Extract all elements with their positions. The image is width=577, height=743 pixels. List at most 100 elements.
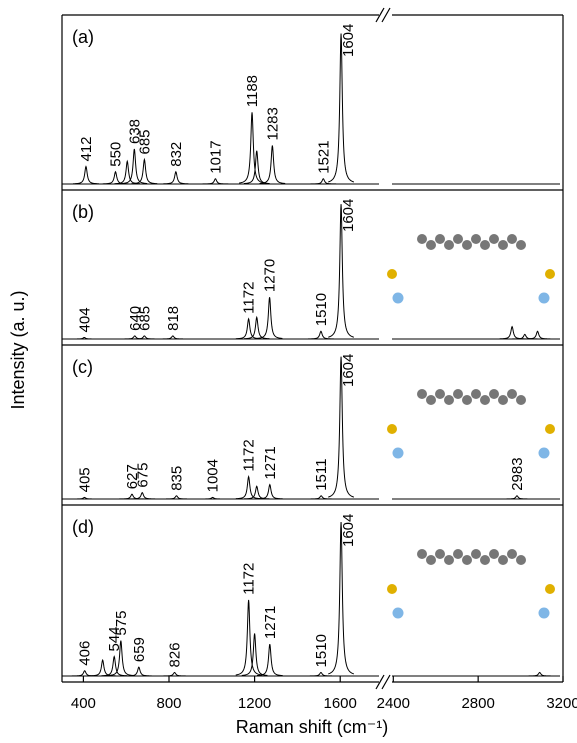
peak-label: 1521	[315, 140, 332, 173]
peak	[257, 297, 283, 338]
molecule-atom	[462, 240, 472, 250]
molecule-atom	[480, 555, 490, 565]
molecule-atom	[426, 555, 436, 565]
molecule-atom	[387, 424, 397, 434]
peak-label: 1004	[205, 459, 222, 492]
molecule-atom	[539, 448, 550, 459]
molecule-atom	[435, 389, 445, 399]
molecule-atom	[539, 293, 550, 304]
peak-label: 1604	[340, 354, 357, 387]
molecule-atom	[453, 549, 463, 559]
molecule-atom	[444, 555, 454, 565]
molecule-atom	[539, 608, 550, 619]
peak-label: 575	[113, 611, 130, 636]
peak-label: 826	[167, 642, 184, 667]
peak-label: 1604	[340, 24, 357, 57]
peak-label: 1283	[264, 107, 281, 140]
molecule-atom	[417, 549, 427, 559]
molecule-atom	[471, 549, 481, 559]
molecule-atom	[516, 240, 526, 250]
peak-label: 1604	[340, 199, 357, 232]
molecule-atom	[417, 234, 427, 244]
molecule-atom	[453, 234, 463, 244]
molecule-atom	[480, 240, 490, 250]
molecule-atom	[387, 269, 397, 279]
chart: Raman shift (cm⁻¹) Intensity (a. u.) 400…	[0, 0, 577, 743]
molecule-atom	[417, 389, 427, 399]
peak	[164, 496, 190, 499]
molecule-atom	[444, 240, 454, 250]
molecule-atom	[435, 549, 445, 559]
molecule-atom	[393, 448, 404, 459]
x-axis-label: Raman shift (cm⁻¹)	[236, 717, 389, 737]
molecule-atom	[489, 549, 499, 559]
molecule-atom	[545, 584, 555, 594]
peak-label: 1510	[313, 634, 330, 667]
peak-label: 1511	[313, 459, 330, 491]
peak	[308, 331, 334, 339]
molecule-atom	[516, 555, 526, 565]
molecule-atom	[507, 549, 517, 559]
peak-label: 1510	[313, 293, 330, 326]
molecule-atom	[498, 395, 508, 405]
molecule-atom	[387, 584, 397, 594]
peak-label: 1270	[262, 259, 279, 292]
peak-label: 406	[77, 641, 94, 666]
molecule-atom	[545, 269, 555, 279]
peak-label: 412	[78, 136, 95, 161]
peak	[525, 331, 550, 339]
panel-label: (b)	[72, 202, 94, 222]
x-tick-label: 800	[156, 695, 181, 712]
molecule-atom	[498, 555, 508, 565]
x-tick-label: 400	[71, 695, 96, 712]
peak-label: 1271	[262, 446, 279, 479]
peak-label: 550	[108, 142, 125, 167]
molecule-atom	[489, 389, 499, 399]
peak	[203, 179, 229, 184]
peak-label: 404	[76, 307, 93, 332]
peak-label: 818	[165, 306, 182, 331]
peak-label: 835	[168, 466, 185, 491]
x-tick-label: 3200	[546, 695, 577, 712]
x-tick-label: 1200	[238, 695, 271, 712]
peak-label: 405	[76, 467, 93, 492]
molecule-atom	[516, 395, 526, 405]
peak-label: 685	[136, 306, 153, 331]
peak-label: 685	[136, 129, 153, 154]
peak	[527, 672, 552, 675]
panel-label: (d)	[72, 517, 94, 537]
peak	[260, 146, 286, 184]
molecule-atom	[471, 389, 481, 399]
x-tick-label: 1600	[324, 695, 357, 712]
peak	[257, 485, 283, 499]
molecule-atom	[498, 240, 508, 250]
peak-label: 1172	[241, 563, 258, 595]
molecule-atom	[462, 555, 472, 565]
panel-label: (a)	[72, 27, 94, 47]
peak	[162, 672, 188, 675]
molecule-atom	[393, 608, 404, 619]
molecule-atom	[507, 389, 517, 399]
peak	[499, 327, 524, 339]
molecule-atom	[444, 395, 454, 405]
peak-label: 1172	[241, 282, 258, 314]
molecule-atom	[489, 234, 499, 244]
molecule-atom	[545, 424, 555, 434]
peak	[239, 112, 265, 183]
molecule-atom	[453, 389, 463, 399]
molecule-atom	[426, 395, 436, 405]
peak-label: 1017	[207, 140, 224, 173]
peak-label: 2983	[509, 457, 526, 490]
molecule-atom	[471, 234, 481, 244]
x-tick-label: 2400	[377, 695, 410, 712]
peak	[244, 151, 270, 184]
molecule-atom	[480, 395, 490, 405]
molecule-atom	[393, 293, 404, 304]
peak	[257, 644, 283, 675]
panel-label: (c)	[72, 357, 93, 377]
peak-label: 1271	[262, 606, 279, 639]
y-axis-label: Intensity (a. u.)	[8, 290, 28, 409]
peak	[236, 600, 262, 675]
peak-label: 659	[131, 637, 148, 662]
molecule-atom	[507, 234, 517, 244]
